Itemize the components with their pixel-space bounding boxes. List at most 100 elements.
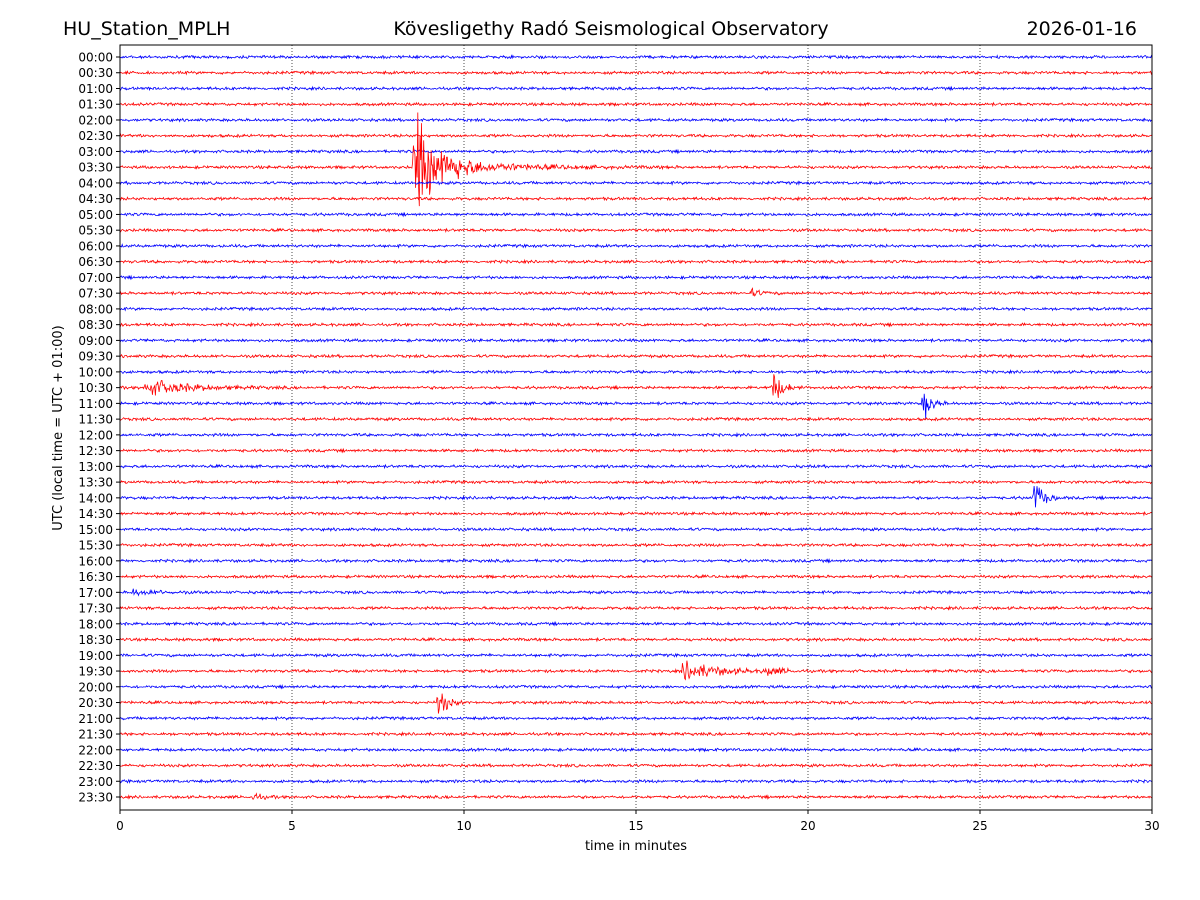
trace-1530: [119, 542, 1153, 548]
trace-1200: [119, 431, 1153, 438]
y-tick-label: 13:30: [78, 476, 113, 490]
station-title: HU_Station_MPLH: [63, 18, 230, 40]
trace-0000: [119, 54, 1153, 60]
y-tick-label: 12:00: [78, 428, 113, 442]
traces: [119, 54, 1153, 800]
y-tick-label: 15:30: [78, 539, 113, 553]
trace-0500: [119, 211, 1153, 218]
y-tick-label: 18:30: [78, 633, 113, 647]
y-axis-label: UTC (local time = UTC + 01:00): [51, 325, 66, 530]
trace-1000: [119, 369, 1152, 375]
y-tick-label: 20:30: [78, 696, 113, 710]
trace-0630: [119, 258, 1153, 265]
trace-0230: [119, 132, 1153, 139]
x-tick-label: 25: [972, 819, 987, 833]
trace-2100: [119, 715, 1153, 722]
trace-0130: [119, 101, 1153, 108]
y-tick-label: 02:30: [78, 129, 113, 143]
trace-0600: [119, 243, 1153, 249]
trace-0900: [119, 337, 1153, 344]
trace-1730: [119, 605, 1153, 611]
y-tick-label: 09:30: [78, 350, 113, 364]
trace-0930: [119, 353, 1153, 360]
y-tick-label: 17:00: [78, 586, 113, 600]
trace-0100: [119, 85, 1153, 92]
x-axis-label: time in minutes: [585, 839, 687, 854]
trace-1030: [119, 374, 1153, 398]
x-tick-label: 30: [1144, 819, 1159, 833]
y-tick-label: 23:00: [78, 775, 113, 789]
y-tick-label: 04:00: [78, 176, 113, 190]
trace-1830: [119, 636, 1153, 643]
y-tick-label: 07:00: [78, 271, 113, 285]
date-title: 2026-01-16: [1027, 18, 1137, 40]
trace-0530: [119, 227, 1153, 233]
y-tick-label: 21:00: [78, 712, 113, 726]
x-tick-label: 0: [116, 819, 124, 833]
trace-1100: [119, 393, 1153, 419]
trace-1500: [119, 526, 1153, 533]
trace-0830: [119, 321, 1153, 328]
y-tick-label: 21:30: [78, 728, 113, 742]
y-tick-label: 00:30: [78, 66, 113, 80]
y-tick-label: 03:00: [78, 145, 113, 159]
y-tick-label: 10:30: [78, 381, 113, 395]
grid-lines: [291, 45, 981, 810]
y-tick-label: 17:30: [78, 602, 113, 616]
x-tick-label: 15: [628, 819, 643, 833]
y-tick-label: 04:30: [78, 192, 113, 206]
y-tick-label: 19:00: [78, 649, 113, 663]
y-tick-label: 07:30: [78, 287, 113, 301]
y-tick-label: 18:00: [78, 617, 113, 631]
trace-2030: [119, 693, 1153, 714]
trace-2230: [119, 762, 1153, 769]
trace-1930: [119, 660, 1153, 681]
y-tick-label: 13:00: [78, 460, 113, 474]
trace-1700: [119, 588, 1153, 597]
trace-0200: [119, 117, 1153, 123]
y-tick-label: 09:00: [78, 334, 113, 348]
y-tick-label: 23:30: [78, 791, 113, 805]
x-tick-label: 20: [800, 819, 815, 833]
trace-0400: [119, 180, 1153, 186]
trace-1800: [119, 621, 1153, 627]
trace-1300: [119, 463, 1153, 470]
trace-1900: [119, 652, 1153, 659]
trace-2300: [119, 778, 1153, 784]
y-tick-label: 11:30: [78, 413, 113, 427]
y-tick-label: 02:00: [78, 113, 113, 127]
y-tick-label: 05:30: [78, 224, 113, 238]
y-tick-label: 12:30: [78, 444, 113, 458]
y-tick-label: 08:30: [78, 318, 113, 332]
x-tick-label: 10: [456, 819, 471, 833]
y-tick-label: 01:00: [78, 82, 113, 96]
trace-0300: [119, 148, 1153, 155]
trace-0030: [119, 70, 1153, 76]
trace-0330: [119, 112, 1153, 207]
trace-2330: [119, 792, 1153, 800]
trace-1330: [119, 479, 1153, 485]
y-tick-label: 16:00: [78, 554, 113, 568]
y-tick-label: 22:00: [78, 743, 113, 757]
y-tick-label: 10:00: [78, 365, 113, 379]
y-tick-label: 15:00: [78, 523, 113, 537]
trace-0730: [119, 287, 1153, 297]
trace-1230: [119, 447, 1152, 454]
y-tick-label: 19:30: [78, 665, 113, 679]
y-tick-label: 03:30: [78, 161, 113, 175]
x-axis-ticks: 0 5 10 15 20 25 30: [116, 810, 1160, 833]
trace-1600: [119, 557, 1153, 564]
y-tick-label: 06:00: [78, 239, 113, 253]
trace-0700: [119, 274, 1153, 281]
y-tick-label: 14:30: [78, 507, 113, 521]
y-tick-label: 11:00: [78, 397, 113, 411]
trace-1630: [120, 574, 1153, 580]
trace-1430: [119, 510, 1153, 517]
y-tick-label: 00:00: [78, 51, 113, 65]
trace-2130: [119, 731, 1153, 737]
trace-0800: [119, 306, 1153, 312]
y-tick-label: 01:30: [78, 98, 113, 112]
y-tick-label: 22:30: [78, 759, 113, 773]
trace-0430: [119, 195, 1153, 202]
